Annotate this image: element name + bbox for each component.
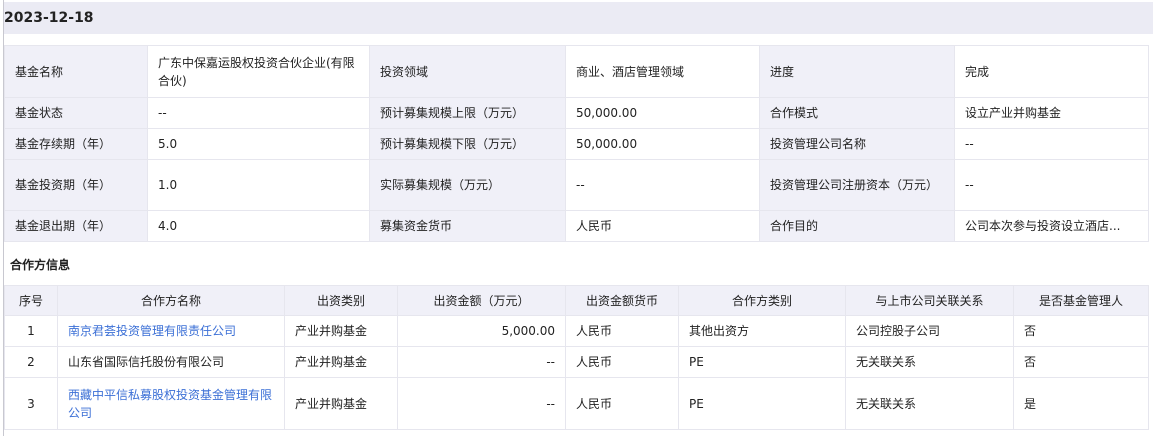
- info-value: 完成: [954, 45, 1149, 98]
- info-value: 广东中保嘉运股权投资合伙企业(有限合伙): [147, 45, 370, 98]
- info-row: 基金名称 广东中保嘉运股权投资合伙企业(有限合伙) 投资领域 商业、酒店管理领域 进度完…: [4, 45, 1149, 98]
- cell-is-manager: 否: [1013, 315, 1149, 347]
- cell-investment-type: 产业并购基金: [284, 315, 398, 347]
- info-row: 基金存续期（年） 5.0 预计募集规模下限（万元） 50,000.00 投资管理公司名称…: [4, 128, 1149, 160]
- cell-amount: --: [397, 346, 566, 378]
- cell-investment-type: 产业并购基金: [284, 346, 398, 378]
- info-label: 募集资金货币: [369, 210, 566, 242]
- cell-index: 2: [4, 346, 58, 378]
- table-row: 2 山东省国际信托股份有限公司 产业并购基金 -- 人民币 PE 无关联关系否: [4, 346, 1149, 378]
- info-value: 1.0: [147, 159, 370, 211]
- column-header: 出资金额（万元）: [397, 285, 566, 316]
- info-label: 预计募集规模上限（万元）: [369, 97, 566, 129]
- info-value: 5.0: [147, 128, 370, 160]
- info-value: 50,000.00: [565, 97, 760, 129]
- info-label: 投资管理公司名称: [759, 128, 955, 160]
- column-header: 与上市公司关联关系: [845, 285, 1014, 316]
- info-value: --: [565, 159, 760, 211]
- cell-amount: --: [397, 377, 566, 430]
- partner-link[interactable]: 南京君荟投资管理有限责任公司: [68, 324, 237, 338]
- info-label: 实际募集规模（万元）: [369, 159, 566, 211]
- cell-partner-name: 西藏中平信私募股权投资基金管理有限公司: [57, 377, 285, 430]
- column-header: 合作方名称: [57, 285, 285, 316]
- info-value: --: [954, 128, 1149, 160]
- table-row: 1 南京君荟投资管理有限责任公司 产业并购基金 5,000.00 人民币 其他出资方 公司控…: [4, 315, 1149, 347]
- partners-table: 序号 合作方名称 出资类别 出资金额（万元） 出资金额货币 合作方类别 与上市公司关联关系是…: [4, 285, 1149, 430]
- info-value: 设立产业并购基金: [954, 97, 1149, 129]
- cell-partner-type: 其他出资方: [678, 315, 846, 347]
- column-header: 出资类别: [284, 285, 398, 316]
- cell-partner-name: 南京君荟投资管理有限责任公司: [57, 315, 285, 347]
- partner-link[interactable]: 西藏中平信私募股权投资基金管理有限公司: [68, 387, 273, 420]
- left-border: [3, 0, 4, 436]
- cell-relation: 无关联关系: [845, 346, 1014, 378]
- column-header: 序号: [4, 285, 58, 316]
- cell-investment-type: 产业并购基金: [284, 377, 398, 430]
- column-header: 合作方类别: [678, 285, 846, 316]
- table-row: 3 西藏中平信私募股权投资基金管理有限公司 产业并购基金 -- 人民币 PE 无关联关系是: [4, 377, 1149, 430]
- section-title: 合作方信息: [10, 258, 71, 272]
- info-label: 基金存续期（年）: [4, 128, 148, 160]
- cell-partner-name: 山东省国际信托股份有限公司: [57, 346, 285, 378]
- info-label: 基金退出期（年）: [4, 210, 148, 242]
- info-value: 人民币: [565, 210, 760, 242]
- info-label: 投资领域: [369, 45, 566, 98]
- cell-currency: 人民币: [565, 315, 679, 347]
- info-label: 合作目的: [759, 210, 955, 242]
- cell-relation: 无关联关系: [845, 377, 1014, 430]
- info-value: 4.0: [147, 210, 370, 242]
- info-label: 投资管理公司注册资本（万元）: [759, 159, 955, 211]
- cell-index: 3: [4, 377, 58, 430]
- info-label: 合作模式: [759, 97, 955, 129]
- info-row: 基金状态 -- 预计募集规模上限（万元） 50,000.00 合作模式 设立产业并购基金: [4, 97, 1149, 129]
- cell-relation: 公司控股子公司: [845, 315, 1014, 347]
- cell-currency: 人民币: [565, 377, 679, 430]
- info-row: 基金退出期（年） 4.0 募集资金货币 人民币 合作目的 公司本次参与投资设立酒店...: [4, 210, 1149, 242]
- cell-is-manager: 否: [1013, 346, 1149, 378]
- info-label: 基金名称: [4, 45, 148, 98]
- cell-is-manager: 是: [1013, 377, 1149, 430]
- info-value: 商业、酒店管理领域: [565, 45, 760, 98]
- cell-amount: 5,000.00: [397, 315, 566, 347]
- info-label: 基金投资期（年）: [4, 159, 148, 211]
- column-header: 是否基金管理人: [1013, 285, 1149, 316]
- info-label: 预计募集规模下限（万元）: [369, 128, 566, 160]
- info-value: 50,000.00: [565, 128, 760, 160]
- cell-partner-type: PE: [678, 377, 846, 430]
- info-value: 公司本次参与投资设立酒店...: [954, 210, 1149, 242]
- info-value: --: [954, 159, 1149, 211]
- info-label: 进度: [759, 45, 955, 98]
- cell-index: 1: [4, 315, 58, 347]
- date-header: 2023-12-18: [4, 2, 1153, 34]
- info-label: 基金状态: [4, 97, 148, 129]
- cell-partner-type: PE: [678, 346, 846, 378]
- info-row: 基金投资期（年） 1.0 实际募集规模（万元） -- 投资管理公司注册资本（万元） --: [4, 159, 1149, 211]
- column-header: 出资金额货币: [565, 285, 679, 316]
- cell-currency: 人民币: [565, 346, 679, 378]
- info-value: --: [147, 97, 370, 129]
- fund-info-table: 基金名称 广东中保嘉运股权投资合伙企业(有限合伙) 投资领域 商业、酒店管理领域 进度完…: [4, 45, 1149, 242]
